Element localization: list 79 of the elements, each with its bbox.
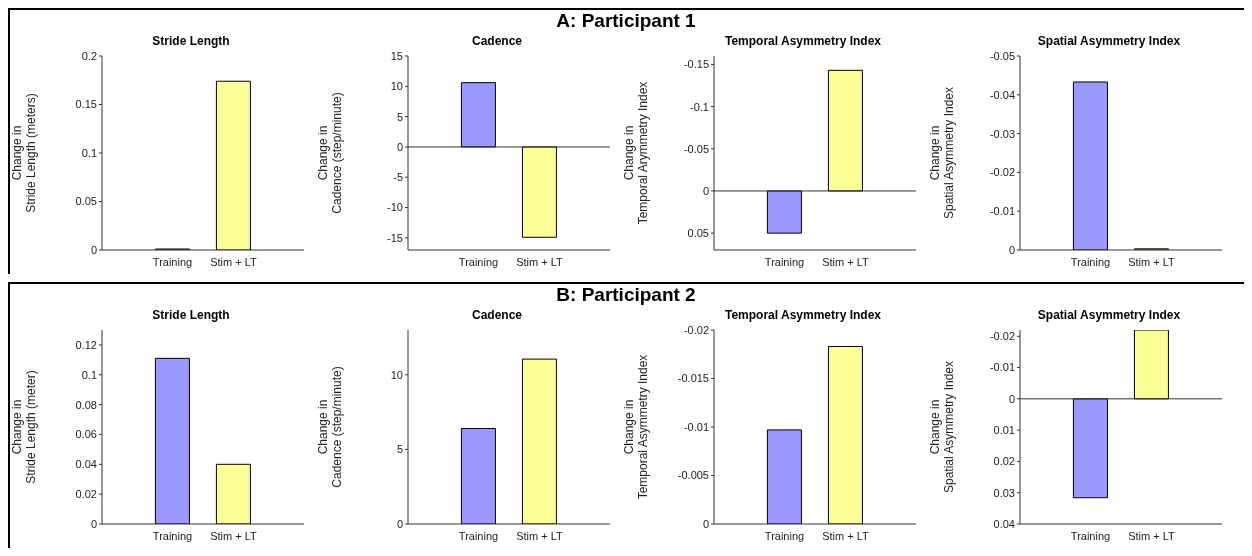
x-tick-label: Training [152,529,193,542]
x-tick-label: Training [152,255,193,268]
y-tick-label: -0.01 [989,361,1015,374]
chart-title: Stride Length [151,34,231,50]
y-tick-label: 0 [702,184,709,197]
x-tick-label: Training [1070,255,1111,268]
y-tick-label: 5 [396,110,403,123]
y-tick-label: 10 [390,80,403,93]
x-tick-label: Stim + LT [822,529,870,542]
y-tick-label: 0.03 [993,486,1015,499]
y-tick-label: 0.02 [993,455,1015,468]
y-tick-label: -0.1 [690,100,709,113]
y-tick-label: 0.05 [75,195,97,208]
x-tick-label: Stim + LT [822,255,870,268]
y-axis-title: Change in Spatial Asymmetry Index [928,360,956,494]
x-tick-label: Stim + LT [210,255,258,268]
x-tick-label: Training [764,529,805,542]
chart-subtitle: B: Participant 2 [555,284,697,307]
chart-title: Cadence [471,34,523,50]
y-tick-label: -0.02 [989,166,1015,179]
chart-title: Temporal Asymmetry Index [723,34,883,50]
y-tick-label: 0.15 [75,98,97,111]
y-tick-label: 0 [396,517,403,530]
chart-title: Spatial Asymmetry Index [1036,34,1182,50]
y-tick-label: 0 [1008,243,1015,256]
y-tick-label: -0.05 [989,49,1015,62]
x-tick-label: Stim + LT [1128,255,1176,268]
y-tick-label: 0.05 [687,227,709,240]
x-tick-label: Stim + LT [1128,529,1176,542]
y-tick-label: -0.005 [677,469,709,482]
y-tick-label: -0.02 [683,323,709,336]
chart-title: Temporal Asymmetry Index [723,308,883,324]
y-tick-label: 0.1 [81,146,97,159]
x-tick-label: Stim + LT [210,529,258,542]
x-tick-label: Stim + LT [516,255,564,268]
y-tick-label: 0.01 [993,424,1015,437]
y-tick-label: -0.05 [683,142,709,155]
y-tick-label: 0.04 [75,458,97,471]
x-tick-label: Stim + LT [516,529,564,542]
y-tick-label: -0.03 [989,127,1015,140]
chart-title: Spatial Asymmetry Index [1036,308,1182,324]
y-axis-title: Change in Cadence (step/minute) [316,366,344,488]
x-tick-label: Training [458,529,499,542]
y-tick-label: 0 [90,517,97,530]
y-tick-label: 0 [1008,392,1015,405]
y-tick-label: 0 [702,517,709,530]
y-tick-label: 0.02 [75,488,97,501]
y-tick-label: 0.04 [993,517,1015,530]
y-tick-label: 15 [390,49,403,62]
y-tick-label: 10 [390,368,403,381]
y-tick-label: 0.12 [75,338,97,351]
y-tick-label: -15 [387,231,403,244]
y-axis-title: Change in Stride Length (meters) [10,93,38,213]
y-tick-label: -10 [387,201,403,214]
y-axis-title: Change in Temporal Asymmetry Index [622,354,650,500]
y-tick-label: -0.015 [677,372,709,385]
chart-title: Cadence [471,308,523,324]
y-axis-title: Change in Spatial Asymmetry Index [928,86,956,220]
y-axis-title: Change in Cadence (step/minute) [316,92,344,214]
y-tick-label: -5 [393,171,403,184]
y-axis-title: Change in Stride Length (meter) [10,370,38,484]
y-tick-label: -0.02 [989,330,1015,343]
y-tick-label: 0 [90,243,97,256]
y-tick-label: -0.01 [683,420,709,433]
y-tick-label: 0.2 [81,49,97,62]
y-tick-label: 0.06 [75,428,97,441]
x-tick-label: Training [1070,529,1111,542]
y-tick-label: 0.08 [75,398,97,411]
x-tick-label: Training [764,255,805,268]
y-tick-label: -0.01 [989,205,1015,218]
x-tick-label: Training [458,255,499,268]
y-tick-label: -0.04 [989,88,1015,101]
y-tick-label: 5 [396,443,403,456]
y-axis-title: Change in Temporal Arymmetry Index [622,81,650,225]
chart-title: Stride Length [151,308,231,324]
y-tick-label: 0 [396,140,403,153]
y-tick-label: -0.15 [683,58,709,71]
y-tick-label: 0.1 [81,368,97,381]
chart-subtitle: A: Participant 1 [555,10,697,33]
